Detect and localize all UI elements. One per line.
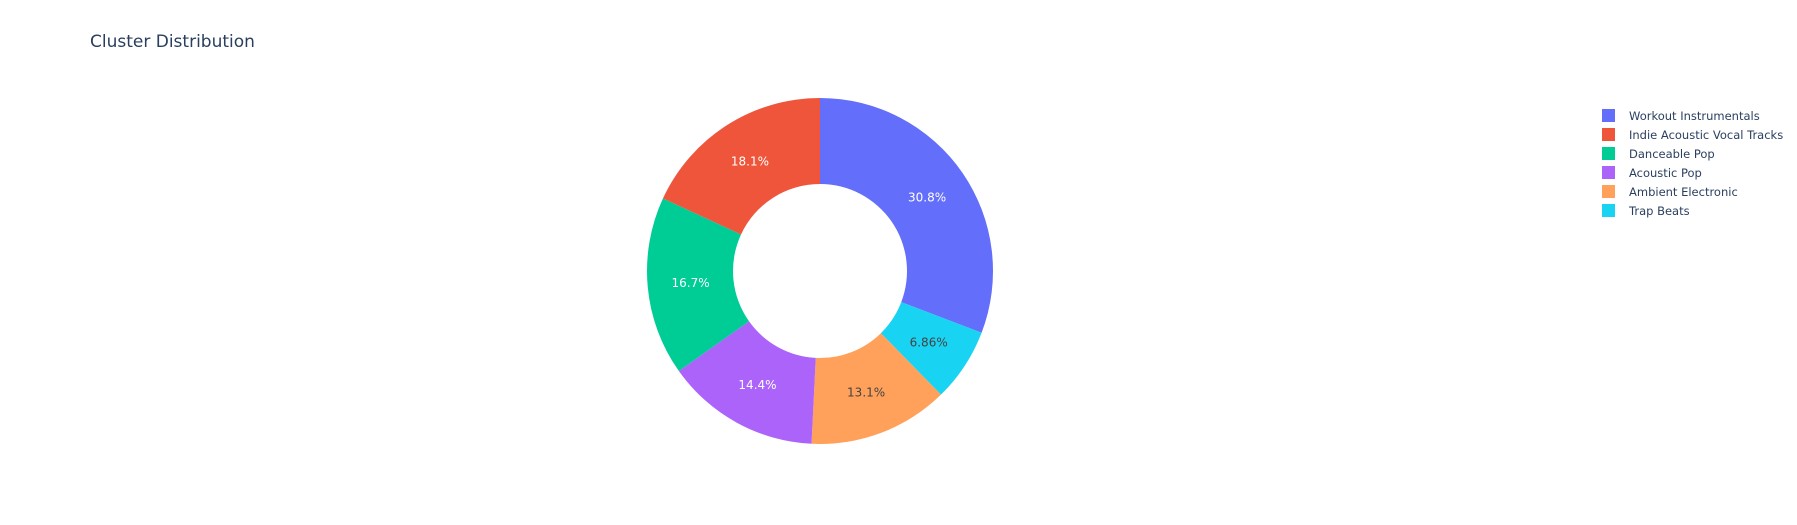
legend-label: Ambient Electronic [1629,184,1738,199]
pie-slice-acoustic-pop[interactable] [678,321,816,444]
pie-slice-trap-beats[interactable] [880,302,982,395]
slice-percent-label: 6.86% [910,335,948,349]
legend-swatch [1602,166,1615,179]
legend-swatch [1602,147,1615,160]
legend-label: Acoustic Pop [1629,165,1702,180]
legend-item-trap-beats[interactable]: Trap Beats [1602,201,1783,220]
legend-label: Workout Instrumentals [1629,108,1760,123]
legend-swatch [1602,109,1615,122]
legend-swatch [1602,204,1615,217]
slice-percent-label: 30.8% [908,190,946,204]
legend-swatch [1602,128,1615,141]
pie-slice-workout-instrumentals[interactable] [820,98,993,333]
chart-legend[interactable]: Workout Instrumentals Indie Acoustic Voca… [1602,106,1783,220]
pie-slice-indie-acoustic-vocal-tracks[interactable] [662,98,820,235]
legend-item-danceable-pop[interactable]: Danceable Pop [1602,144,1783,163]
legend-item-ambient-electronic[interactable]: Ambient Electronic [1602,182,1783,201]
slice-percent-label: 13.1% [847,386,885,400]
legend-item-indie-acoustic-vocal-tracks[interactable]: Indie Acoustic Vocal Tracks [1602,125,1783,144]
slice-percent-label: 16.7% [671,276,709,290]
legend-item-workout-instrumentals[interactable]: Workout Instrumentals [1602,106,1783,125]
pie-slice-danceable-pop[interactable] [647,198,750,372]
slice-percent-label: 18.1% [731,154,769,168]
legend-label: Indie Acoustic Vocal Tracks [1629,127,1784,142]
legend-label: Danceable Pop [1629,146,1715,161]
chart-title: Cluster Distribution [90,32,255,52]
legend-label: Trap Beats [1629,203,1690,218]
legend-swatch [1602,185,1615,198]
slice-percent-label: 14.4% [738,378,776,392]
pie-slice-ambient-electronic[interactable] [811,333,941,444]
legend-item-acoustic-pop[interactable]: Acoustic Pop [1602,163,1783,182]
